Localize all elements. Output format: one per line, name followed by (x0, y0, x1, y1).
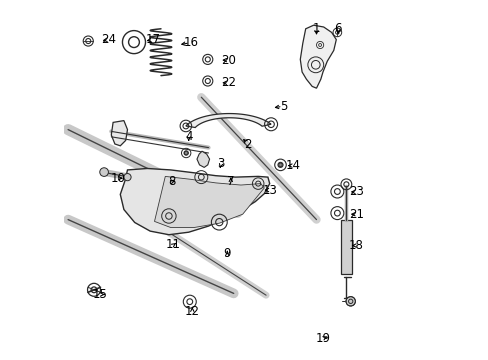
Polygon shape (154, 176, 264, 228)
Text: 18: 18 (348, 239, 363, 252)
Text: 22: 22 (221, 76, 235, 89)
Text: 13: 13 (263, 184, 277, 197)
Text: 4: 4 (184, 130, 192, 143)
Polygon shape (120, 168, 269, 235)
Polygon shape (185, 113, 270, 127)
Polygon shape (111, 121, 127, 146)
Text: 5: 5 (280, 100, 287, 113)
Text: 17: 17 (145, 33, 160, 46)
Circle shape (278, 163, 282, 167)
Text: 1: 1 (312, 22, 320, 35)
Text: 9: 9 (223, 247, 230, 260)
Text: 7: 7 (226, 175, 234, 188)
Text: 21: 21 (348, 208, 364, 221)
Circle shape (123, 174, 131, 181)
Text: 10: 10 (110, 172, 125, 185)
Text: 11: 11 (166, 238, 181, 251)
Text: 23: 23 (348, 185, 364, 198)
Circle shape (346, 297, 355, 306)
Text: 6: 6 (334, 22, 341, 35)
Text: 8: 8 (168, 175, 175, 188)
Circle shape (100, 168, 108, 176)
Text: 24: 24 (101, 33, 116, 46)
Text: 15: 15 (93, 288, 108, 301)
Text: 16: 16 (183, 36, 199, 49)
Polygon shape (300, 25, 336, 88)
Text: 3: 3 (217, 157, 224, 170)
Text: 14: 14 (285, 159, 300, 172)
Circle shape (184, 151, 187, 155)
Text: 2: 2 (244, 138, 251, 150)
Text: 20: 20 (221, 54, 235, 67)
Text: 12: 12 (184, 305, 200, 318)
Text: 19: 19 (315, 332, 330, 345)
Polygon shape (197, 151, 209, 167)
Polygon shape (340, 220, 351, 274)
